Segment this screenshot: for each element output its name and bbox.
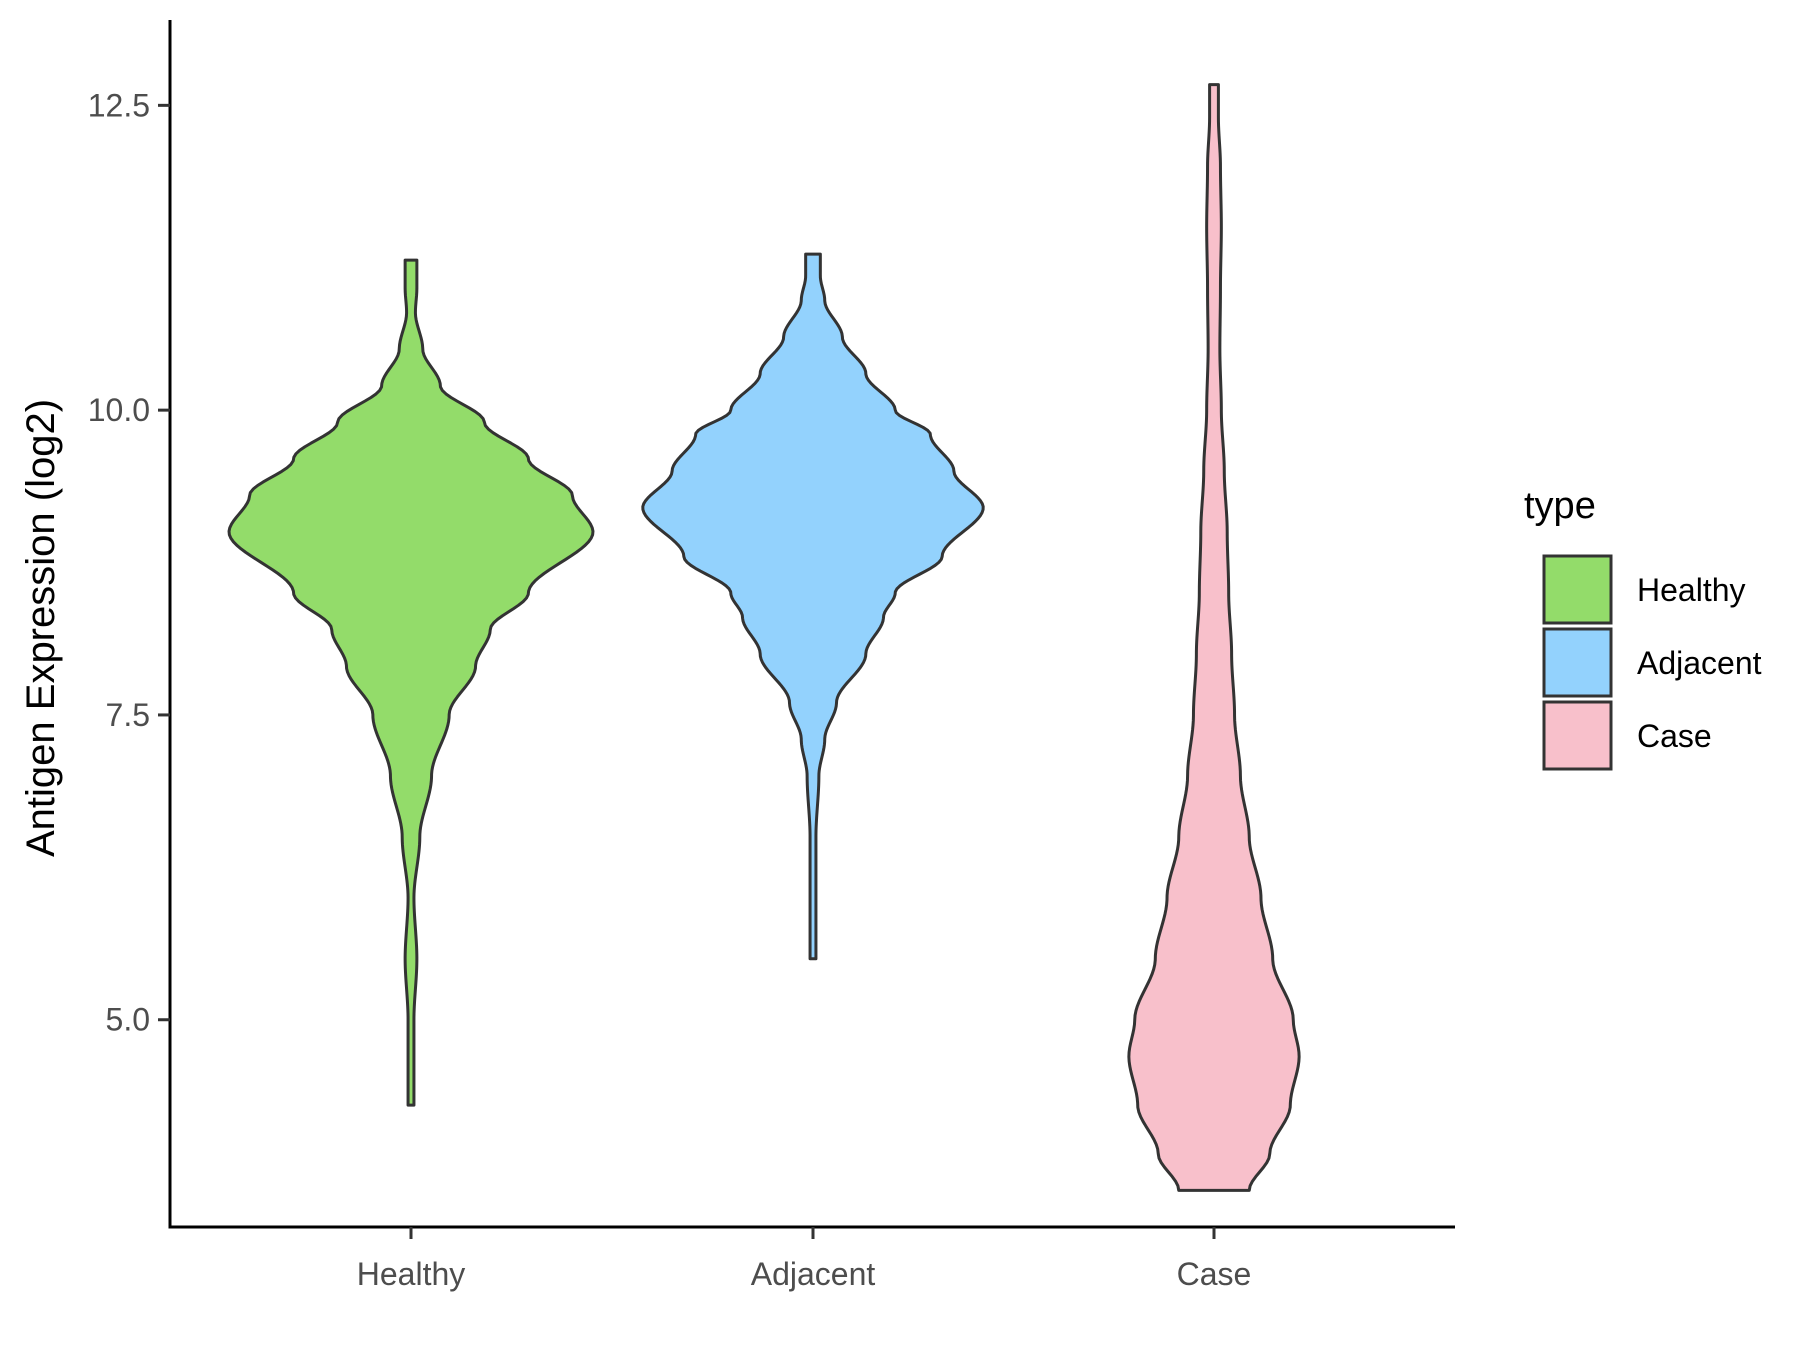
x-tick-label: Case	[1177, 1256, 1252, 1292]
legend: type Healthy Adjacent Case	[1524, 485, 1762, 771]
x-ticks-group: Healthy Adjacent Case	[357, 1227, 1252, 1292]
x-tick-label: Adjacent	[751, 1256, 876, 1292]
violins-group	[227, 83, 1301, 1192]
legend-swatch-healthy	[1542, 554, 1613, 625]
legend-label-adjacent: Adjacent	[1637, 645, 1762, 681]
x-tick-label: Healthy	[357, 1256, 466, 1292]
violin-adjacent	[641, 252, 985, 961]
y-tick-label: 10.0	[88, 392, 150, 428]
y-ticks-group: 5.0 7.5 10.0 12.5	[88, 87, 170, 1038]
legend-label-case: Case	[1637, 718, 1712, 754]
y-axis-title: Antigen Expression (log2)	[19, 399, 63, 857]
legend-swatch-case	[1542, 700, 1613, 771]
y-tick-label: 12.5	[88, 87, 150, 123]
legend-title: type	[1524, 485, 1596, 527]
y-tick-label: 5.0	[106, 1002, 150, 1038]
violin-healthy	[227, 258, 595, 1107]
legend-swatch-adjacent	[1542, 627, 1613, 698]
violin-case	[1127, 83, 1301, 1192]
y-tick-label: 7.5	[106, 697, 150, 733]
legend-label-healthy: Healthy	[1637, 572, 1746, 608]
